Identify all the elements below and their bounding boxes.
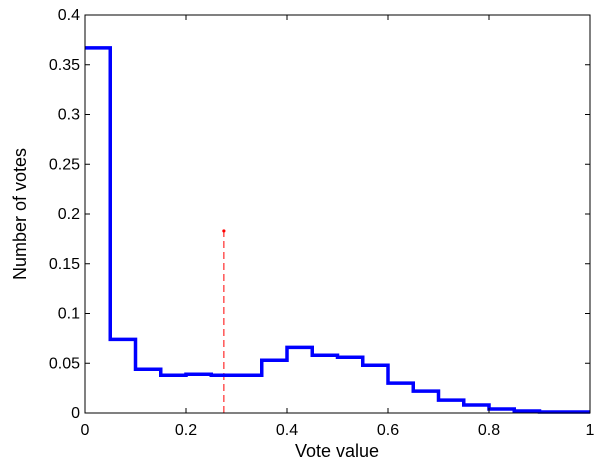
plot-area [85,15,590,413]
x-axis-ticks: 0 0.2 0.4 0.6 0.8 1 [81,15,595,439]
y-tick-label: 0.1 [58,306,80,323]
x-tick-label: 0 [81,422,90,439]
x-tick-label: 0.8 [478,422,500,439]
x-tick-label: 1 [586,422,595,439]
y-tick-label: 0.15 [49,256,80,273]
y-tick-label: 0.4 [58,7,80,24]
y-tick-label: 0 [71,405,80,422]
y-axis-ticks: 0 0.05 0.1 0.15 0.2 0.25 0.3 0.35 0.4 [49,7,590,422]
x-tick-label: 0.4 [276,422,298,439]
y-tick-label: 0.2 [58,206,80,223]
y-tick-label: 0.25 [49,156,80,173]
y-tick-label: 0.3 [58,107,80,124]
x-tick-label: 0.2 [175,422,197,439]
annotations-layer [222,229,226,413]
threshold-marker-point [222,229,226,233]
y-tick-label: 0.05 [49,355,80,372]
x-axis-label: Vote value [295,441,379,461]
y-tick-label: 0.35 [49,57,80,74]
y-axis-label: Number of votes [10,148,30,280]
x-tick-label: 0.6 [377,422,399,439]
